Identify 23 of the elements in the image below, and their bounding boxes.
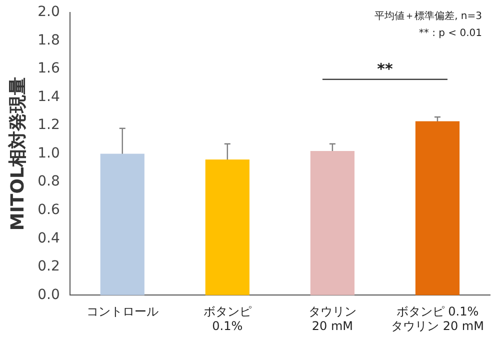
- y-tick-label: 2.0: [38, 4, 60, 20]
- annotation: **: [377, 60, 393, 78]
- y-tick-label: 0.6: [38, 202, 60, 218]
- y-tick-label: 0.8: [38, 174, 60, 190]
- y-tick-label: 1.4: [38, 88, 60, 105]
- bar: [205, 159, 250, 296]
- annotation: 平均値＋標準偏差, n=3: [374, 10, 482, 22]
- bar: [100, 154, 144, 296]
- x-tick-label: タウリン 20 mM: [308, 304, 356, 333]
- y-tick-label: 0.0: [38, 286, 60, 303]
- y-tick-label: 1.0: [38, 145, 60, 162]
- x-tick-label: ボタンピ 0.1% タウリン 20 mM: [391, 304, 484, 333]
- y-axis-title: MITOL相対発現量: [7, 76, 28, 231]
- y-tick-label: 0.2: [38, 258, 60, 275]
- x-tick-label: コントロール: [86, 304, 158, 319]
- y-tick-label: 1.6: [38, 60, 60, 77]
- y-tick-label: 1.8: [38, 32, 60, 48]
- annotation: ** : p < 0.01: [418, 28, 482, 39]
- y-tick-label: 1.2: [38, 117, 60, 134]
- bar: [415, 121, 460, 296]
- bar: [310, 150, 355, 296]
- x-tick-label: ボタンピ 0.1%: [203, 304, 252, 333]
- y-tick-label: 0.4: [38, 230, 60, 246]
